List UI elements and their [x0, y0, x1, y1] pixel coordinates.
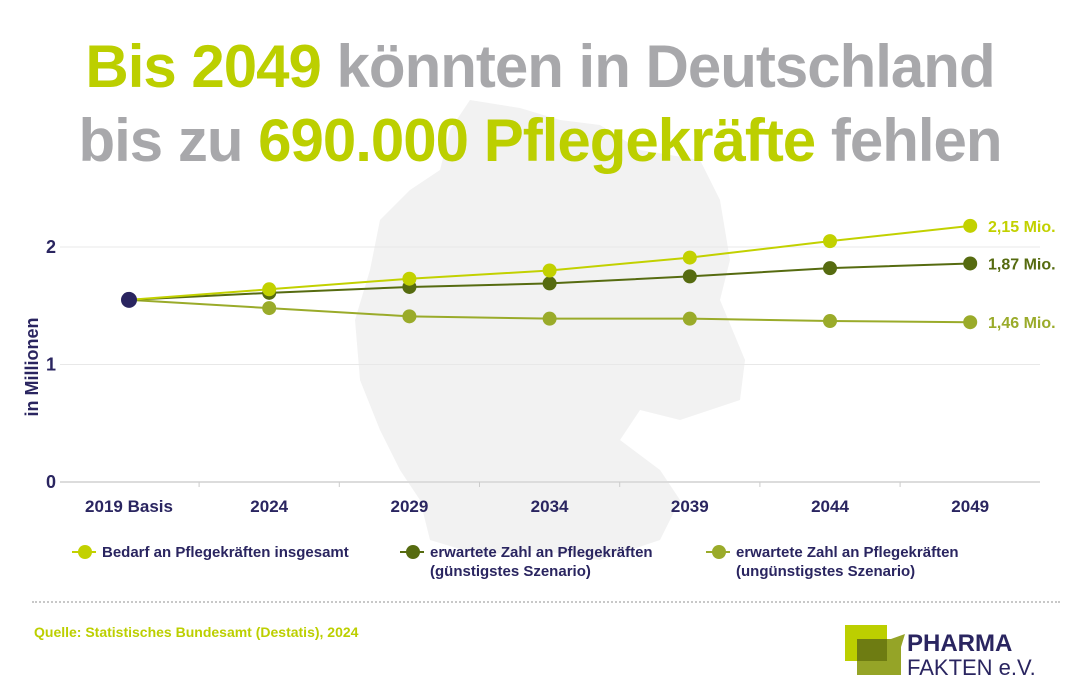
data-point	[963, 256, 978, 271]
legend-label: erwartete Zahl an Pflegekräften	[736, 544, 959, 561]
end-value-label: 2,15 Mio.	[988, 219, 1056, 236]
data-point	[542, 276, 557, 291]
legend-marker-icon	[72, 545, 96, 559]
x-tick-label: 2029	[390, 497, 428, 516]
legend-marker-icon	[706, 545, 730, 559]
data-point	[963, 315, 978, 330]
legend-item-unguenstig: erwartete Zahl an Pflegekräften (ungünsti…	[706, 543, 959, 581]
data-point	[542, 263, 557, 278]
title-text: könnten in Deutschland	[320, 33, 996, 100]
divider	[32, 601, 1060, 603]
y-tick-label: 0	[46, 472, 56, 492]
data-point	[542, 311, 557, 326]
x-tick-label: 2024	[250, 497, 288, 516]
data-point	[823, 234, 837, 249]
end-value-label: 1,87 Mio.	[988, 256, 1056, 273]
data-point	[262, 301, 277, 316]
title-highlight-year: Bis 2049	[85, 33, 322, 100]
title-text-3: fehlen	[815, 107, 1003, 174]
legend-label: Bedarf an Pflegekräften insgesamt	[102, 544, 349, 561]
legend-label-2: (günstigstes Szenario)	[430, 563, 591, 580]
data-point	[262, 282, 277, 297]
data-point	[823, 314, 837, 329]
x-tick-label: 2044	[811, 497, 849, 516]
legend-marker-icon	[400, 545, 424, 559]
speech-bubbles-icon	[845, 625, 905, 675]
logo-text-1: PHARMA	[907, 630, 1013, 657]
data-point	[823, 261, 837, 276]
legend-item-bedarf: Bedarf an Pflegekräften insgesamt	[72, 543, 349, 562]
source-note: Quelle: Statistisches Bundesamt (Destati…	[34, 624, 359, 640]
x-tick-label: 2049	[951, 497, 989, 516]
logo-text-2: FAKTEN e.V.	[907, 655, 1036, 680]
legend-label: erwartete Zahl an Pflegekräften	[430, 544, 653, 561]
y-tick-label: 2	[46, 237, 56, 257]
legend-item-guenstig: erwartete Zahl an Pflegekräften (günstigs…	[400, 543, 653, 581]
x-tick-label: 2019 Basis	[85, 497, 173, 516]
pharmafakten-logo: PHARMA FAKTEN e.V.	[845, 625, 1045, 680]
data-point	[682, 269, 697, 284]
data-point	[682, 311, 697, 326]
y-tick-label: 1	[46, 355, 56, 375]
title-text-2: bis zu	[78, 107, 259, 174]
data-point	[402, 271, 417, 286]
x-tick-label: 2039	[671, 497, 709, 516]
germany-map-background	[355, 100, 745, 560]
base-data-point	[121, 291, 137, 308]
data-point	[963, 218, 978, 233]
end-value-label: 1,46 Mio.	[988, 315, 1056, 332]
x-tick-label: 2034	[531, 497, 569, 516]
data-point	[402, 309, 417, 324]
data-point	[682, 250, 697, 265]
y-axis-label: in Millionen	[22, 318, 42, 417]
legend-label-2: (ungünstigstes Szenario)	[736, 563, 916, 580]
page-title: Bis 2049 könnten in Deutschland bis zu 6…	[0, 30, 1080, 178]
title-highlight-number: 690.000 Pflegekräfte	[258, 107, 816, 174]
